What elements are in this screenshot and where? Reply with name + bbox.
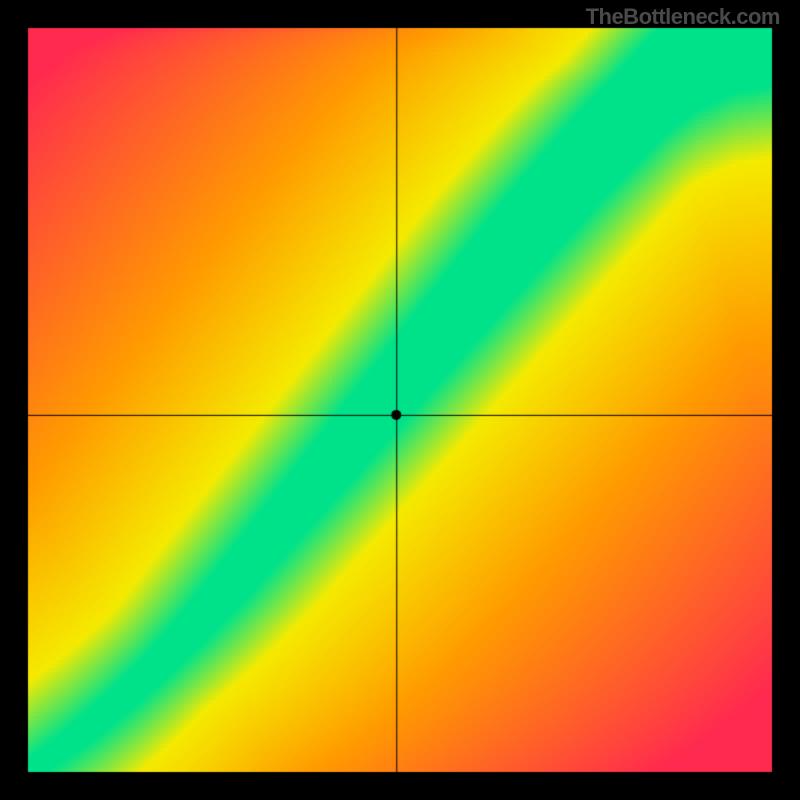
bottleneck-heatmap	[0, 0, 800, 800]
watermark-text: TheBottleneck.com	[586, 4, 780, 30]
chart-container: TheBottleneck.com	[0, 0, 800, 800]
